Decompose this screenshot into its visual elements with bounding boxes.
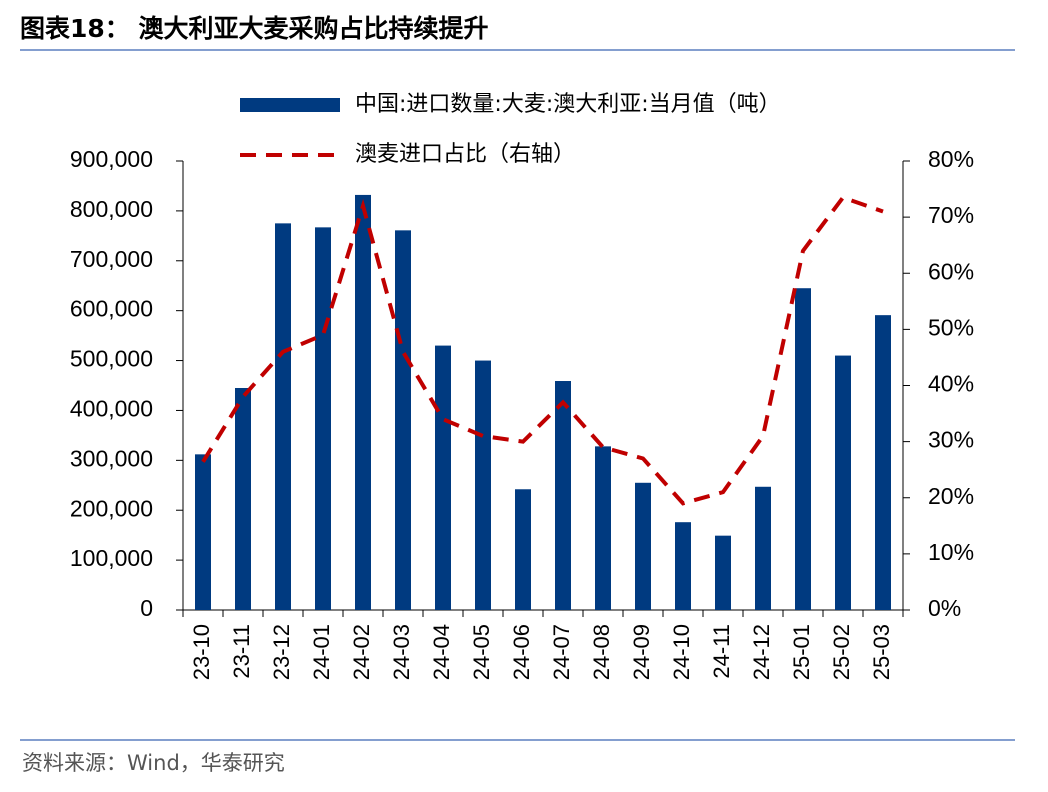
x-tick-label: 24-01	[309, 624, 334, 680]
legend-label: 中国:进口数量:大麦:澳大利亚:当月值（吨）	[355, 92, 781, 117]
bar	[195, 454, 211, 610]
x-tick-label: 25-01	[789, 624, 814, 680]
y2-tick-label: 30%	[928, 427, 974, 453]
y2-tick-label: 70%	[928, 202, 974, 228]
bar	[595, 446, 611, 610]
y-tick-label: 700,000	[70, 246, 153, 272]
bar	[795, 288, 811, 610]
x-tick-label: 23-10	[189, 624, 214, 680]
y-tick-label: 100,000	[70, 545, 153, 571]
x-tick-label: 24-03	[389, 624, 414, 680]
bar	[355, 194, 371, 610]
x-tick-label: 24-06	[509, 624, 534, 680]
x-tick-label: 24-08	[589, 624, 614, 680]
y-tick-label: 900,000	[70, 146, 153, 172]
y2-tick-label: 80%	[928, 146, 974, 172]
bar	[475, 360, 491, 610]
chart-title: 图表18： 澳大利亚大麦采购占比持续提升	[20, 14, 489, 43]
y-tick-label: 800,000	[70, 196, 153, 222]
y-tick-label: 400,000	[70, 396, 153, 422]
bar	[315, 227, 331, 610]
y2-tick-label: 60%	[928, 258, 974, 284]
y2-tick-label: 10%	[928, 539, 974, 565]
bar	[395, 230, 411, 610]
y-tick-label: 300,000	[70, 445, 153, 471]
bar	[515, 489, 531, 610]
bar	[755, 486, 771, 610]
bar	[435, 345, 451, 610]
x-tick-label: 23-12	[269, 624, 294, 680]
x-tick-label: 25-02	[829, 624, 854, 680]
x-tick-label: 24-10	[669, 624, 694, 680]
y2-tick-label: 0%	[928, 595, 961, 621]
x-tick-label: 24-07	[549, 624, 574, 680]
x-tick-label: 24-09	[629, 624, 654, 680]
y-tick-label: 0	[140, 595, 153, 621]
x-tick-label: 23-11	[229, 624, 254, 679]
legend-swatch	[240, 98, 340, 112]
legend-label: 澳麦进口占比（右轴）	[355, 142, 575, 167]
bar	[715, 535, 731, 610]
y-tick-label: 600,000	[70, 296, 153, 322]
bar	[835, 355, 851, 610]
bar	[235, 387, 251, 610]
y-tick-label: 200,000	[70, 495, 153, 521]
source: 资料来源：Wind，华泰研究	[22, 751, 285, 775]
y2-tick-label: 20%	[928, 483, 974, 509]
bar	[635, 482, 651, 610]
bar	[555, 381, 571, 610]
y2-tick-label: 50%	[928, 314, 974, 340]
x-tick-label: 24-11	[709, 624, 734, 679]
y2-tick-label: 40%	[928, 371, 974, 397]
bar	[275, 223, 291, 610]
line	[201, 195, 884, 506]
x-tick-label: 25-03	[869, 624, 894, 680]
x-tick-label: 24-05	[469, 624, 494, 680]
x-tick-label: 24-02	[349, 624, 374, 680]
bar	[875, 315, 891, 610]
x-tick-label: 24-12	[749, 624, 774, 680]
x-tick-label: 24-04	[429, 624, 454, 680]
bar	[675, 522, 691, 610]
y-tick-label: 500,000	[70, 346, 153, 372]
